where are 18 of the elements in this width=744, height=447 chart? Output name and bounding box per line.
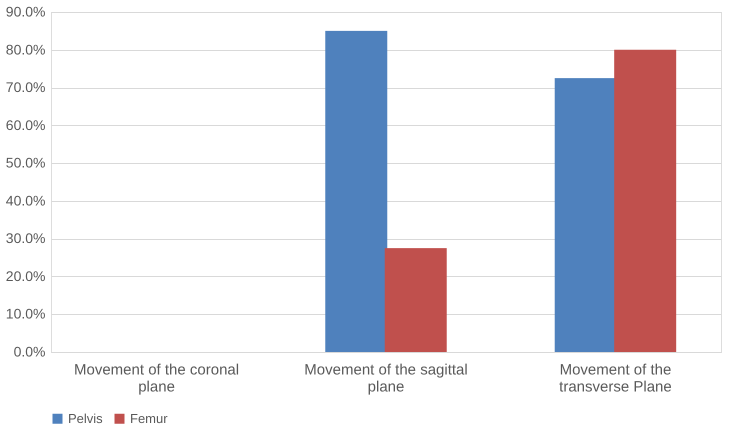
- y-tick-label: 20.0%: [6, 268, 46, 284]
- y-tick-label: 50.0%: [6, 154, 46, 171]
- y-tick-label: 60.0%: [6, 116, 46, 133]
- y-tick-label: 10.0%: [6, 306, 46, 322]
- y-tick-label: 90.0%: [6, 4, 46, 20]
- bar: [384, 248, 447, 352]
- legend-label: Femur: [130, 410, 168, 426]
- x-tick-label: Movement of the coronal plane: [74, 362, 240, 396]
- x-tick-label: Movement of the transverse Plane: [559, 362, 672, 396]
- y-tick-label: 80.0%: [6, 41, 46, 58]
- bar: [325, 30, 388, 352]
- y-tick-label: 40.0%: [6, 192, 46, 208]
- y-tick-label: 70.0%: [6, 79, 46, 96]
- x-tick-label: Movement of the sagittal plane: [304, 362, 468, 396]
- legend-label: Pelvis: [68, 410, 104, 426]
- y-tick-label: 0.0%: [14, 344, 46, 360]
- y-tick-label: 30.0%: [6, 230, 46, 246]
- bar: [614, 50, 676, 352]
